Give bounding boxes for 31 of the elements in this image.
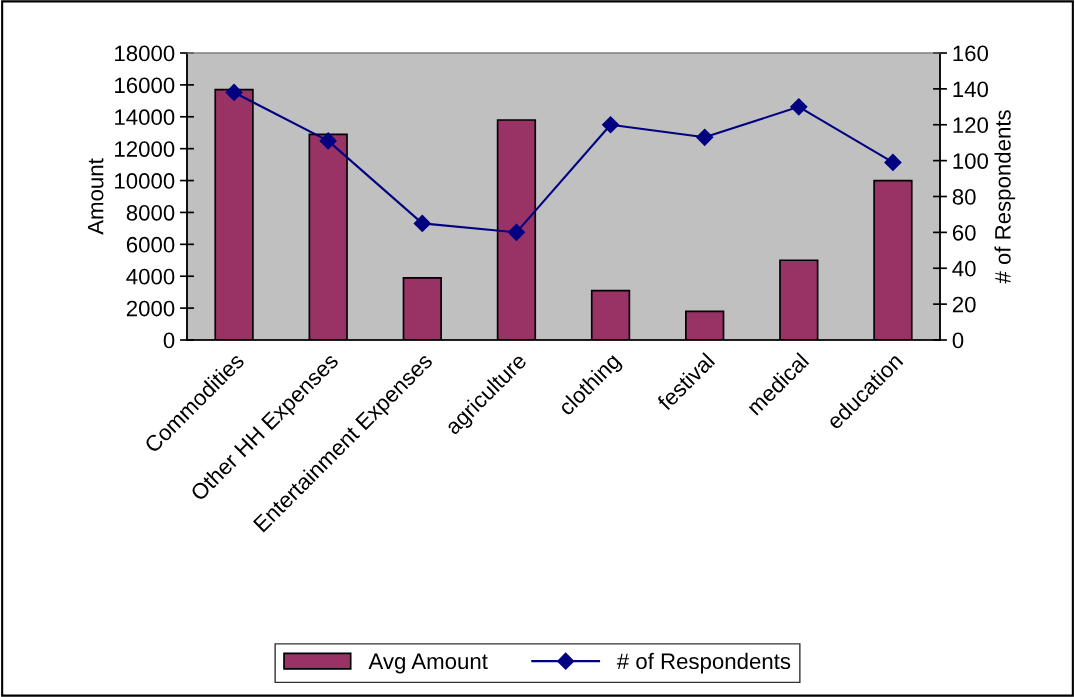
y2-axis-title: # of Respondents	[994, 110, 1016, 284]
y-tick-label: 6000	[126, 236, 175, 253]
y-axis-title: Amount	[87, 158, 104, 235]
y2-tick-label: 20	[952, 296, 976, 313]
y-tick-label: 8000	[126, 204, 175, 221]
y2-tick-label: 160	[953, 45, 989, 62]
legend-label: # of Respondents	[616, 652, 791, 674]
y-tick-label: 18000	[115, 45, 175, 62]
y2-tick-label: 140	[953, 81, 989, 98]
point	[319, 132, 337, 150]
y-tick-label: 12000	[115, 141, 175, 157]
y-tick-label: 2000	[126, 300, 175, 317]
point	[602, 116, 620, 134]
y-tick-label: 4000	[126, 268, 175, 285]
y2-tick-label: 40	[952, 260, 976, 277]
point	[413, 214, 431, 232]
y-tick-label: 16000	[115, 77, 175, 94]
legend-label: Avg Amount	[368, 653, 488, 674]
y2-tick-label: 120	[953, 117, 989, 134]
y2-tick-label: 80	[952, 189, 976, 205]
point	[696, 128, 714, 146]
y2-tick-label: 100	[953, 153, 989, 169]
point	[884, 153, 902, 171]
point	[790, 98, 808, 116]
point	[507, 223, 525, 241]
point	[225, 83, 243, 102]
y2-tick-label: 60	[952, 224, 976, 241]
y-tick-label: 0	[163, 332, 175, 349]
y2-tick-label: 0	[952, 332, 964, 349]
y-tick-label: 10000	[115, 173, 175, 189]
y-tick-label: 14000	[115, 109, 175, 126]
